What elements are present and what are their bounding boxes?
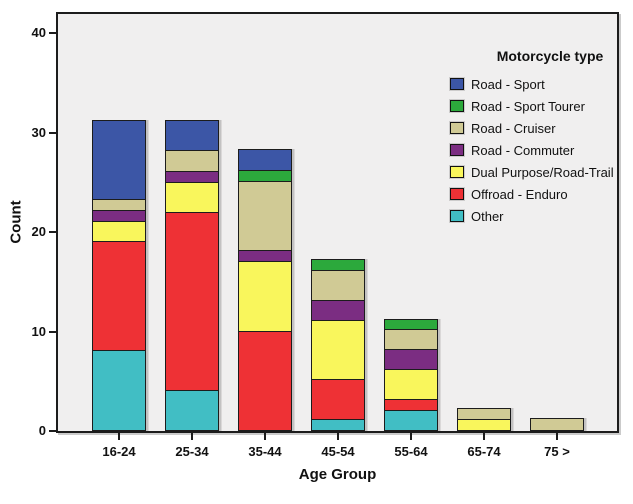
- bar-segment: [312, 379, 364, 420]
- bar-segment: [166, 389, 218, 431]
- x-axis-title: Age Group: [298, 466, 377, 483]
- bar-segment: [385, 409, 437, 430]
- bar-75 >: [530, 418, 584, 431]
- x-tick-label: 16-24: [102, 444, 136, 459]
- bar-55-64: [384, 318, 438, 431]
- bar-segment: [385, 329, 437, 350]
- legend-item-label: Road - Cruiser: [471, 120, 556, 136]
- x-tick-label: 45-54: [321, 444, 355, 459]
- bar-segment: [312, 269, 364, 300]
- bar-segment: [385, 369, 437, 400]
- bar-segment: [166, 211, 218, 390]
- bar-segment: [93, 209, 145, 221]
- bar-segment: [239, 150, 291, 171]
- bar-segment: [93, 241, 145, 351]
- y-tick-mark: [49, 231, 56, 233]
- legend-item-label: Offroad - Enduro: [471, 186, 568, 202]
- legend-item: Road - Sport: [450, 73, 633, 95]
- bar-segment: [312, 299, 364, 321]
- bar-65-74: [457, 408, 511, 431]
- bar-segment: [239, 250, 291, 262]
- legend-swatch: [450, 100, 464, 112]
- legend-item: Dual Purpose/Road-Trail: [450, 161, 633, 183]
- y-tick-label: 20: [31, 224, 46, 239]
- y-tick-mark: [49, 430, 56, 432]
- x-tick-mark: [483, 433, 485, 440]
- bar-segment: [93, 220, 145, 242]
- bar-segment: [239, 180, 291, 251]
- bar-segment: [458, 409, 510, 420]
- legend-swatch: [450, 188, 464, 200]
- bar-segment: [166, 181, 218, 212]
- legend-item: Road - Commuter: [450, 139, 633, 161]
- bar-35-44: [238, 149, 292, 431]
- y-tick-label: 0: [38, 423, 46, 438]
- bar-45-54: [311, 258, 365, 431]
- legend-item: Road - Cruiser: [450, 117, 633, 139]
- legend-title: Motorcycle type: [496, 48, 604, 64]
- legend-item-label: Road - Commuter: [471, 142, 575, 158]
- x-tick-mark: [337, 433, 339, 440]
- x-tick-label: 75 >: [544, 444, 570, 459]
- bar-16-24: [92, 119, 146, 431]
- x-tick-label: 25-34: [175, 444, 209, 459]
- plot-area: Motorcycle type Road - Sport Road - Sport…: [56, 12, 619, 433]
- legend-items: Road - Sport Road - Sport Tourer Road - Cr…: [388, 73, 633, 227]
- bar-segment: [239, 170, 291, 181]
- y-tick-mark: [49, 330, 56, 333]
- bar-25-34: [165, 119, 219, 431]
- x-tick-label: 35-44: [248, 444, 282, 459]
- legend-item: Road - Sport Tourer: [450, 95, 633, 117]
- bar-segment: [385, 319, 437, 330]
- legend-swatch: [450, 166, 464, 178]
- bar-segment: [531, 419, 583, 430]
- legend-item-label: Road - Sport: [471, 76, 545, 92]
- x-tick-mark: [264, 433, 266, 440]
- legend-swatch: [450, 78, 464, 90]
- legend-item: Other: [450, 205, 633, 227]
- legend-item-label: Other: [471, 208, 504, 224]
- bar-segment: [312, 419, 364, 430]
- bar-segment: [166, 120, 218, 151]
- bar-segment: [166, 170, 218, 182]
- bar-segment: [239, 261, 291, 331]
- bar-segment: [93, 120, 145, 200]
- bar-segment: [385, 349, 437, 370]
- y-tick-label: 40: [31, 25, 46, 40]
- y-tick-mark: [49, 131, 56, 134]
- y-tick-mark: [49, 32, 56, 34]
- bar-segment: [239, 330, 291, 431]
- x-tick-mark: [191, 433, 193, 440]
- bar-segment: [385, 399, 437, 410]
- x-tick-label: 65-74: [467, 444, 501, 459]
- legend-swatch: [450, 122, 464, 134]
- legend: Motorcycle type Road - Sport Road - Sport…: [388, 48, 633, 227]
- y-tick-label: 30: [31, 124, 46, 140]
- bar-segment: [93, 350, 145, 431]
- legend-swatch: [450, 210, 464, 222]
- x-tick-mark: [556, 433, 558, 440]
- bar-segment: [93, 199, 145, 210]
- legend-item-label: Road - Sport Tourer: [471, 98, 585, 114]
- x-tick-label: 55-64: [394, 444, 428, 459]
- legend-item-label: Dual Purpose/Road-Trail: [471, 164, 614, 180]
- bar-segment: [312, 320, 364, 380]
- y-tick-label: 10: [31, 323, 46, 339]
- bar-segment: [312, 259, 364, 270]
- bar-segment: [166, 150, 218, 171]
- legend-item: Offroad - Enduro: [450, 183, 633, 205]
- legend-swatch: [450, 144, 464, 156]
- x-tick-mark: [410, 433, 412, 440]
- x-tick-mark: [118, 433, 120, 440]
- bar-segment: [458, 419, 510, 431]
